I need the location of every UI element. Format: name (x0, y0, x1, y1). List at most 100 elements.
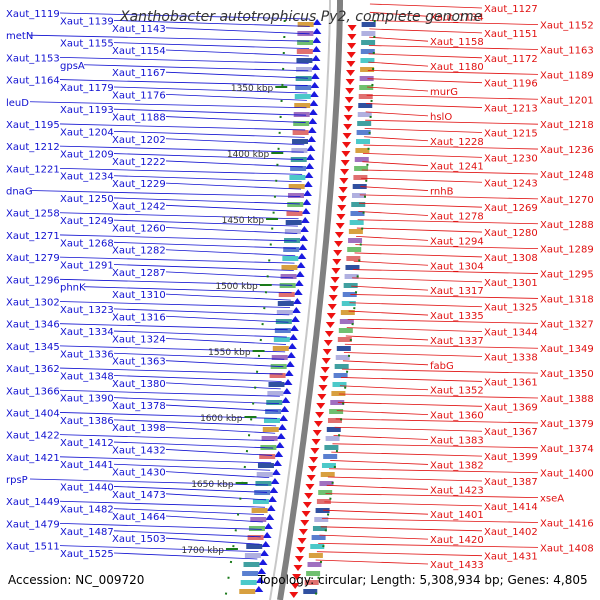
right-leader-line (366, 94, 539, 100)
forward-gene-arrow (291, 307, 301, 313)
right-leader-line (321, 518, 539, 523)
left-leader-line (165, 182, 302, 190)
left-leader-line (59, 523, 262, 530)
tick-label: 1400 kbp (227, 150, 270, 160)
right-gene-label: Xaut_1408 (540, 543, 594, 554)
left-gene-label: Xaut_1511 (6, 542, 60, 553)
left-leader-line (113, 508, 264, 516)
left-leader-line (165, 204, 300, 212)
right-leader-line (347, 318, 539, 324)
cog-block (348, 238, 363, 243)
cog-block (361, 22, 376, 27)
right-gene-label: Xaut_1420 (430, 535, 484, 546)
left-leader-line (165, 537, 260, 545)
forward-gene-arrow (311, 46, 321, 52)
cog-block (250, 517, 267, 522)
right-leader-line (348, 310, 429, 316)
cog-block (243, 562, 260, 567)
cog-block (276, 310, 293, 315)
reverse-gene-arrow (304, 493, 314, 499)
left-leader-line (113, 108, 307, 116)
forward-gene-arrow (288, 334, 298, 340)
left-leader-line (113, 419, 277, 427)
cog-block (263, 418, 280, 423)
cog-block (315, 508, 330, 513)
cog-block (280, 274, 297, 279)
left-leader-line (59, 212, 299, 220)
cog-block (296, 58, 313, 63)
cog-block (294, 94, 311, 99)
forward-gene-arrow (283, 379, 293, 385)
forward-gene-arrow (295, 271, 305, 277)
cog-block (340, 310, 355, 315)
forward-gene-arrow (270, 478, 280, 484)
cog-block (303, 589, 318, 594)
cog-block (327, 418, 342, 423)
right-gene-label: Xaut_1361 (484, 377, 538, 388)
left-leader-line (113, 352, 285, 360)
left-leader-line (59, 345, 286, 353)
right-gene-label: Xaut_1230 (484, 153, 538, 164)
forward-gene-arrow (307, 136, 317, 142)
reverse-gene-arrow (315, 412, 325, 418)
right-gene-label: Xaut_1295 (540, 270, 594, 281)
forward-gene-arrow (310, 73, 320, 79)
cog-block (268, 382, 285, 387)
right-leader-line (320, 526, 483, 532)
reverse-gene-arrow (318, 385, 328, 391)
forward-gene-arrow (298, 244, 308, 250)
right-gene-label: Xaut_1127 (484, 4, 538, 15)
forward-gene-arrow (277, 424, 287, 430)
left-gene-label: Xaut_1302 (6, 297, 60, 308)
left-gene-label: leuD (6, 98, 29, 109)
left-leader-line (165, 360, 284, 368)
right-leader-line (364, 136, 429, 142)
right-leader-line (352, 269, 539, 274)
left-leader-line (165, 293, 291, 301)
left-leader-line (113, 486, 268, 493)
reverse-gene-arrow (309, 457, 319, 463)
cog-block (285, 220, 302, 225)
right-gene-label: Xaut_1228 (430, 137, 484, 148)
left-gene-label: Xaut_1154 (112, 46, 166, 57)
forward-gene-arrow (267, 496, 277, 502)
left-gene-label: gpsA (60, 61, 85, 72)
cog-block (256, 472, 273, 477)
reverse-gene-arrow (347, 34, 357, 40)
left-leader-line (59, 301, 291, 308)
right-leader-line (337, 401, 483, 407)
left-leader-line (165, 493, 267, 501)
genome-backbone (224, 0, 376, 600)
cog-block (360, 58, 375, 63)
right-gene-label: Xaut_1241 (430, 162, 484, 173)
right-gene-label: Xaut_1344 (484, 328, 538, 339)
left-leader-line (59, 278, 293, 286)
cog-block (332, 382, 347, 387)
right-leader-line (364, 128, 483, 133)
right-gene-label: Xaut_1215 (484, 128, 538, 139)
cog-block (348, 229, 363, 234)
tick-label: 1350 kbp (231, 84, 274, 94)
right-leader-line (346, 327, 483, 333)
left-gene-label: Xaut_1143 (112, 24, 166, 35)
forward-gene-arrow (307, 127, 317, 133)
right-leader-line (325, 493, 539, 499)
cog-block (242, 571, 259, 576)
left-leader-line (59, 545, 259, 553)
left-leader-line (113, 86, 308, 94)
right-leader-line (362, 161, 429, 167)
left-leader-line (113, 308, 290, 316)
forward-gene-arrow (269, 487, 279, 493)
forward-gene-arrow (258, 559, 268, 565)
right-leader-line (340, 377, 483, 382)
forward-gene-arrow (276, 433, 286, 439)
forward-gene-arrow (281, 397, 291, 403)
cog-block (284, 229, 301, 234)
forward-gene-arrow (275, 442, 285, 448)
cog-block (248, 526, 265, 531)
forward-gene-arrow (306, 145, 316, 151)
left-gene-label: Xaut_1188 (112, 113, 166, 124)
reverse-gene-arrow (341, 151, 351, 157)
left-gene-label: Xaut_1119 (6, 9, 60, 20)
left-leader-line (59, 123, 306, 131)
